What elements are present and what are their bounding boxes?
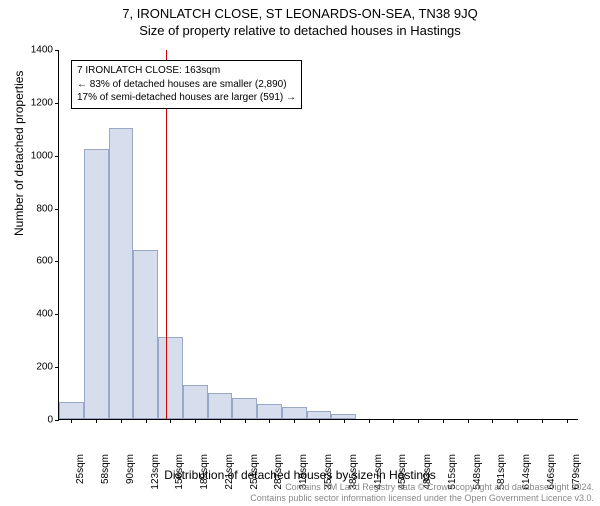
- annotation-line-3: 17% of semi-detached houses are larger (…: [77, 91, 296, 105]
- annotation-box: 7 IRONLATCH CLOSE: 163sqm← 83% of detach…: [71, 60, 302, 109]
- footer-line-2: Contains public sector information licen…: [0, 493, 594, 504]
- y-tick-mark: [55, 314, 59, 315]
- y-tick-mark: [55, 367, 59, 368]
- y-tick-mark: [55, 156, 59, 157]
- histogram-bar: [232, 398, 257, 419]
- histogram-bar: [257, 404, 282, 419]
- chart-title-desc: Size of property relative to detached ho…: [0, 23, 600, 38]
- y-tick-label: 200: [23, 362, 53, 373]
- y-tick-mark: [55, 103, 59, 104]
- x-tick-mark: [195, 419, 196, 423]
- x-tick-mark: [344, 419, 345, 423]
- x-tick-mark: [567, 419, 568, 423]
- y-tick-mark: [55, 261, 59, 262]
- x-tick-mark: [319, 419, 320, 423]
- plot-region: 020040060080010001200140025sqm58sqm90sqm…: [58, 50, 578, 420]
- annotation-line-1: 7 IRONLATCH CLOSE: 163sqm: [77, 64, 296, 78]
- histogram-bar: [282, 407, 307, 419]
- y-tick-label: 1400: [23, 45, 53, 56]
- x-tick-mark: [443, 419, 444, 423]
- histogram-bar: [84, 149, 109, 419]
- x-tick-mark: [393, 419, 394, 423]
- histogram-bar: [208, 393, 233, 419]
- x-axis-label: Distribution of detached houses by size …: [0, 468, 600, 482]
- histogram-bar: [307, 411, 332, 419]
- histogram-bar: [133, 250, 158, 419]
- y-tick-mark: [55, 420, 59, 421]
- x-tick-mark: [96, 419, 97, 423]
- x-tick-mark: [269, 419, 270, 423]
- y-tick-label: 600: [23, 256, 53, 267]
- chart-area: 020040060080010001200140025sqm58sqm90sqm…: [58, 50, 578, 420]
- x-tick-mark: [542, 419, 543, 423]
- footer-attribution: Contains HM Land Registry data © Crown c…: [0, 482, 594, 504]
- x-tick-mark: [468, 419, 469, 423]
- x-tick-mark: [170, 419, 171, 423]
- y-tick-mark: [55, 209, 59, 210]
- chart-title-address: 7, IRONLATCH CLOSE, ST LEONARDS-ON-SEA, …: [0, 6, 600, 21]
- histogram-bar: [183, 385, 208, 419]
- y-tick-label: 1200: [23, 97, 53, 108]
- x-tick-mark: [517, 419, 518, 423]
- x-tick-mark: [220, 419, 221, 423]
- y-tick-label: 1000: [23, 150, 53, 161]
- x-tick-mark: [294, 419, 295, 423]
- histogram-bar: [59, 402, 84, 419]
- y-tick-label: 0: [23, 415, 53, 426]
- x-tick-mark: [369, 419, 370, 423]
- annotation-line-2: ← 83% of detached houses are smaller (2,…: [77, 78, 296, 92]
- histogram-bar: [109, 128, 134, 419]
- x-tick-mark: [418, 419, 419, 423]
- y-tick-label: 400: [23, 309, 53, 320]
- x-tick-mark: [492, 419, 493, 423]
- x-tick-mark: [121, 419, 122, 423]
- histogram-bar: [158, 337, 183, 419]
- y-tick-mark: [55, 50, 59, 51]
- footer-line-1: Contains HM Land Registry data © Crown c…: [0, 482, 594, 493]
- x-tick-mark: [245, 419, 246, 423]
- x-tick-mark: [146, 419, 147, 423]
- x-tick-mark: [71, 419, 72, 423]
- y-tick-label: 800: [23, 203, 53, 214]
